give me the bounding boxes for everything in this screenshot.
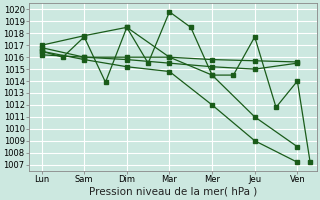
X-axis label: Pression niveau de la mer( hPa ): Pression niveau de la mer( hPa ) <box>89 187 257 197</box>
